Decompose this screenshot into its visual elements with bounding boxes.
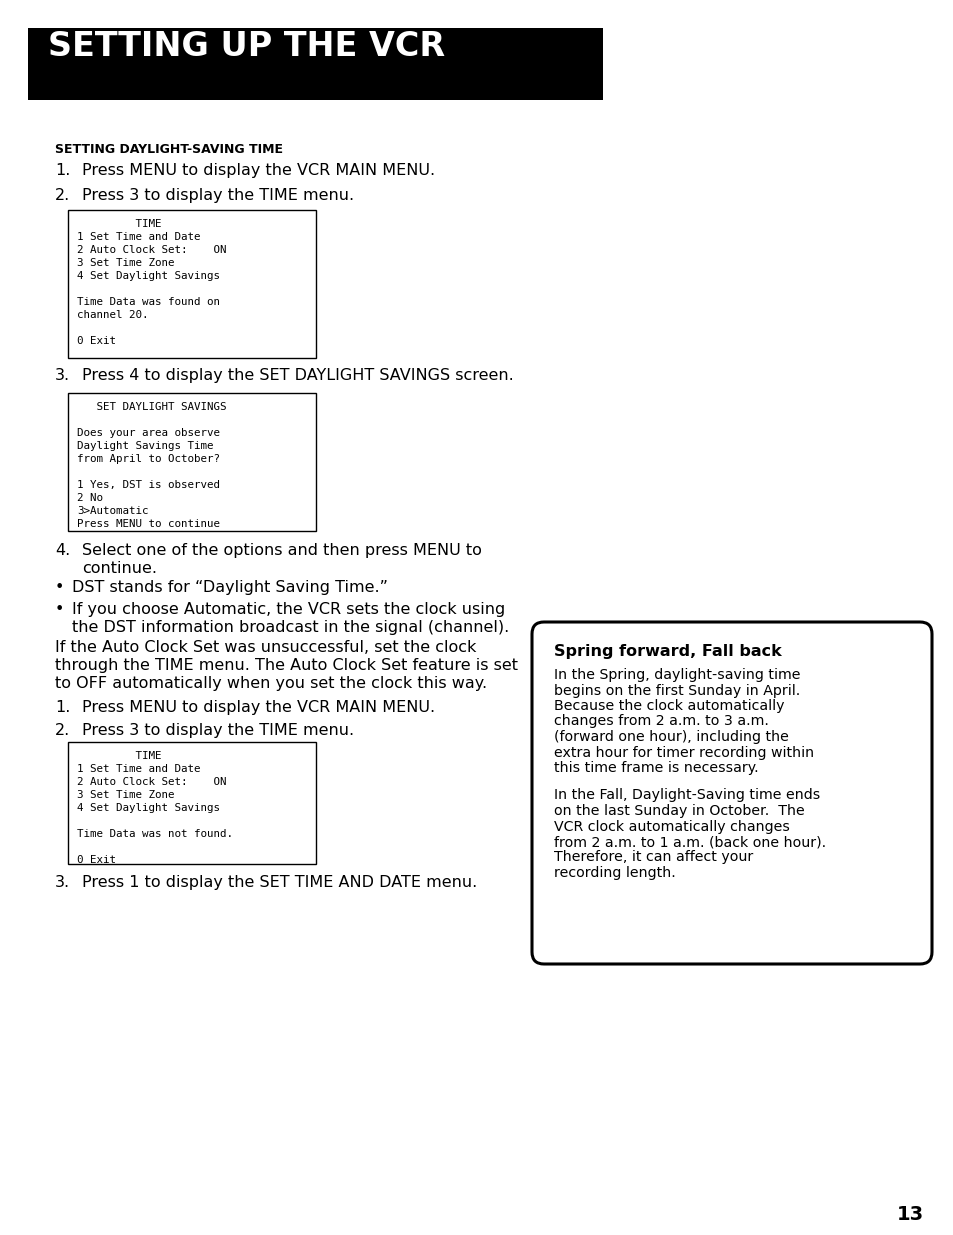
Text: 1.: 1. [55, 700, 71, 715]
Text: extra hour for timer recording within: extra hour for timer recording within [554, 746, 813, 760]
Text: 3 Set Time Zone: 3 Set Time Zone [77, 790, 174, 800]
Text: If the Auto Clock Set was unsuccessful, set the clock: If the Auto Clock Set was unsuccessful, … [55, 640, 476, 655]
Text: In the Fall, Daylight-Saving time ends: In the Fall, Daylight-Saving time ends [554, 788, 820, 803]
Text: 2 Auto Clock Set:    ON: 2 Auto Clock Set: ON [77, 245, 226, 254]
Text: In the Spring, daylight-saving time: In the Spring, daylight-saving time [554, 668, 800, 682]
Text: on the last Sunday in October.  The: on the last Sunday in October. The [554, 804, 804, 818]
Text: SET DAYLIGHT SAVINGS: SET DAYLIGHT SAVINGS [77, 403, 226, 412]
FancyBboxPatch shape [532, 622, 931, 965]
Text: Press 3 to display the TIME menu.: Press 3 to display the TIME menu. [82, 722, 354, 739]
Text: Press MENU to display the VCR MAIN MENU.: Press MENU to display the VCR MAIN MENU. [82, 163, 435, 178]
Text: 2 Auto Clock Set:    ON: 2 Auto Clock Set: ON [77, 777, 226, 787]
Text: Time Data was found on: Time Data was found on [77, 296, 220, 308]
Text: 2.: 2. [55, 188, 71, 203]
Text: 0 Exit: 0 Exit [77, 336, 116, 346]
Text: •: • [55, 601, 64, 618]
Text: •: • [55, 580, 64, 595]
Text: Select one of the options and then press MENU to: Select one of the options and then press… [82, 543, 481, 558]
Text: from April to October?: from April to October? [77, 454, 220, 464]
Text: 3>Automatic: 3>Automatic [77, 506, 149, 516]
Text: Therefore, it can affect your: Therefore, it can affect your [554, 851, 753, 864]
Text: Does your area observe: Does your area observe [77, 429, 220, 438]
Text: 4 Set Daylight Savings: 4 Set Daylight Savings [77, 803, 220, 813]
Text: begins on the first Sunday in April.: begins on the first Sunday in April. [554, 683, 800, 698]
Text: SETTING DAYLIGHT-SAVING TIME: SETTING DAYLIGHT-SAVING TIME [55, 143, 283, 156]
Text: (forward one hour), including the: (forward one hour), including the [554, 730, 788, 743]
Text: Spring forward, Fall back: Spring forward, Fall back [554, 643, 781, 659]
Text: If you choose Automatic, the VCR sets the clock using: If you choose Automatic, the VCR sets th… [71, 601, 505, 618]
Text: Press MENU to continue: Press MENU to continue [77, 519, 220, 529]
Text: 3 Set Time Zone: 3 Set Time Zone [77, 258, 174, 268]
Text: Press 1 to display the SET TIME AND DATE menu.: Press 1 to display the SET TIME AND DATE… [82, 876, 476, 890]
Bar [28, 28, 602, 100]
Text: channel 20.: channel 20. [77, 310, 149, 320]
Text: recording length.: recording length. [554, 866, 675, 881]
Text: 2 No: 2 No [77, 493, 103, 503]
Text: 1 Yes, DST is observed: 1 Yes, DST is observed [77, 480, 220, 490]
Text: this time frame is necessary.: this time frame is necessary. [554, 761, 758, 776]
Text: Daylight Savings Time: Daylight Savings Time [77, 441, 213, 451]
Text: 13: 13 [896, 1205, 923, 1224]
Text: 1.: 1. [55, 163, 71, 178]
Text: SETTING UP THE VCR: SETTING UP THE VCR [48, 30, 445, 63]
Text: DST stands for “Daylight Saving Time.”: DST stands for “Daylight Saving Time.” [71, 580, 388, 595]
Bar [68, 742, 315, 864]
Text: TIME: TIME [77, 219, 161, 228]
Text: Press 4 to display the SET DAYLIGHT SAVINGS screen.: Press 4 to display the SET DAYLIGHT SAVI… [82, 368, 514, 383]
Text: the DST information broadcast in the signal (channel).: the DST information broadcast in the sig… [71, 620, 509, 635]
Text: 4 Set Daylight Savings: 4 Set Daylight Savings [77, 270, 220, 282]
Text: VCR clock automatically changes: VCR clock automatically changes [554, 820, 789, 834]
Text: from 2 a.m. to 1 a.m. (back one hour).: from 2 a.m. to 1 a.m. (back one hour). [554, 835, 825, 848]
Text: 4.: 4. [55, 543, 71, 558]
Text: 2.: 2. [55, 722, 71, 739]
Text: Time Data was not found.: Time Data was not found. [77, 829, 233, 839]
Text: to OFF automatically when you set the clock this way.: to OFF automatically when you set the cl… [55, 676, 487, 692]
Text: changes from 2 a.m. to 3 a.m.: changes from 2 a.m. to 3 a.m. [554, 715, 768, 729]
Text: continue.: continue. [82, 561, 157, 576]
Text: through the TIME menu. The Auto Clock Set feature is set: through the TIME menu. The Auto Clock Se… [55, 658, 517, 673]
Bar [68, 210, 315, 358]
Text: 3.: 3. [55, 876, 71, 890]
Bar [68, 393, 315, 531]
Text: 1 Set Time and Date: 1 Set Time and Date [77, 764, 200, 774]
Text: 3.: 3. [55, 368, 71, 383]
Text: TIME: TIME [77, 751, 161, 761]
Text: Press 3 to display the TIME menu.: Press 3 to display the TIME menu. [82, 188, 354, 203]
Text: 0 Exit: 0 Exit [77, 855, 116, 864]
Text: Press MENU to display the VCR MAIN MENU.: Press MENU to display the VCR MAIN MENU. [82, 700, 435, 715]
Text: Because the clock automatically: Because the clock automatically [554, 699, 783, 713]
Text: 1 Set Time and Date: 1 Set Time and Date [77, 232, 200, 242]
